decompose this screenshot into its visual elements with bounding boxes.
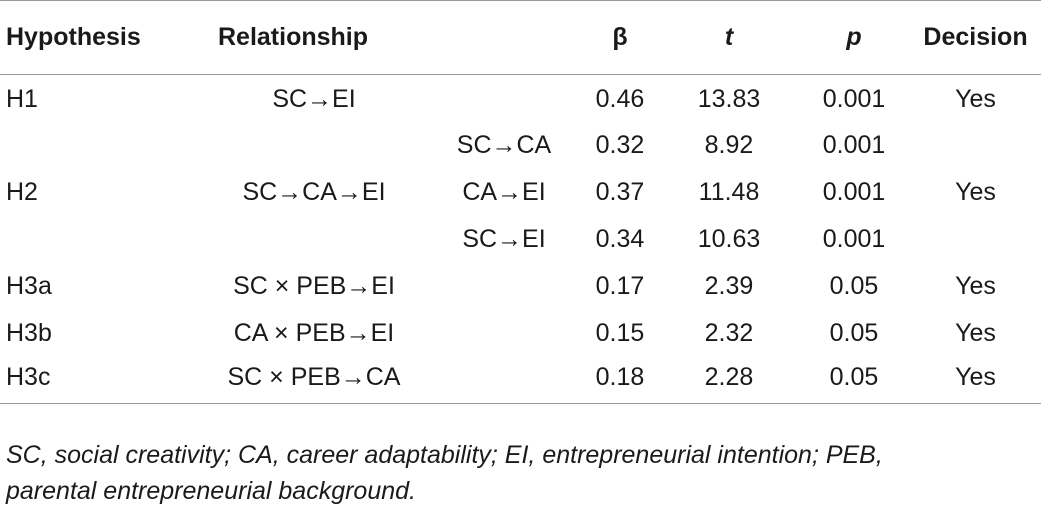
cell-beta: 0.15 bbox=[595, 318, 645, 347]
cell-decision: Yes bbox=[910, 356, 1041, 404]
cell-p: 0.05 bbox=[798, 356, 910, 404]
cell-t: 2.39 bbox=[704, 271, 754, 300]
cell-sub-path bbox=[428, 263, 580, 310]
cell-hypothesis: H3b bbox=[6, 318, 52, 347]
cell-relationship bbox=[200, 122, 428, 169]
cell-relationship: SC × PEB→CA bbox=[200, 356, 428, 404]
cell-relationship: SC × PEB→EI bbox=[233, 271, 395, 300]
table-row: H1 SC→EI 0.46 13.83 0.001 Yes bbox=[0, 75, 1041, 122]
header-t: t bbox=[660, 0, 798, 75]
cell-t: 8.92 bbox=[704, 130, 754, 159]
cell-beta: 0.46 bbox=[595, 84, 645, 113]
cell-p: 0.05 bbox=[829, 271, 879, 300]
cell-t: 11.48 bbox=[698, 177, 760, 206]
cell-relationship bbox=[200, 216, 428, 263]
cell-t: 2.32 bbox=[704, 318, 754, 347]
cell-p: 0.05 bbox=[829, 318, 879, 347]
cell-decision: Yes bbox=[955, 318, 996, 347]
cell-sub-path: CA→EI bbox=[462, 177, 546, 206]
cell-decision bbox=[910, 216, 1041, 263]
header-hypothesis: Hypothesis bbox=[0, 0, 200, 75]
cell-sub-path bbox=[428, 75, 580, 122]
header-relationship: Relationship bbox=[200, 0, 428, 75]
table-row: H3c SC × PEB→CA 0.18 2.28 0.05 Yes bbox=[0, 356, 1041, 404]
header-row: Hypothesis Relationship β t p Decision bbox=[0, 0, 1041, 75]
cell-hypothesis: H2 bbox=[6, 177, 38, 206]
table-row: H2 SC→CA→EI CA→EI 0.37 11.48 0.001 Yes bbox=[0, 169, 1041, 216]
cell-hypothesis: H3a bbox=[6, 271, 52, 300]
cell-beta: 0.37 bbox=[595, 177, 645, 206]
cell-beta: 0.34 bbox=[595, 224, 645, 253]
cell-p: 0.001 bbox=[822, 84, 886, 113]
cell-sub-path: SC→EI bbox=[462, 224, 546, 253]
cell-sub-path bbox=[428, 310, 580, 357]
cell-sub-path: SC→CA bbox=[456, 130, 552, 159]
cell-hypothesis bbox=[0, 122, 200, 169]
cell-hypothesis bbox=[0, 216, 200, 263]
cell-decision bbox=[910, 122, 1041, 169]
table-row: SC→CA 0.32 8.92 0.001 bbox=[0, 122, 1041, 169]
table-row: H3a SC × PEB→EI 0.17 2.39 0.05 Yes bbox=[0, 263, 1041, 310]
cell-t: 10.63 bbox=[697, 224, 761, 253]
cell-relationship: SC→EI bbox=[272, 84, 356, 113]
cell-p: 0.001 bbox=[822, 224, 886, 253]
cell-t: 2.28 bbox=[660, 356, 798, 404]
header-beta: β bbox=[580, 0, 660, 75]
header-sub-path bbox=[428, 0, 580, 75]
cell-beta: 0.18 bbox=[580, 356, 660, 404]
cell-relationship: CA × PEB→EI bbox=[233, 318, 395, 347]
cell-hypothesis: H1 bbox=[6, 84, 38, 113]
hypothesis-results-table: Hypothesis Relationship β t p Decision H… bbox=[0, 0, 1041, 404]
cell-t: 13.83 bbox=[697, 84, 761, 113]
table-footnote: SC, social creativity; CA, career adapta… bbox=[6, 437, 1036, 509]
cell-p: 0.001 bbox=[822, 130, 886, 159]
footnote-line: SC, social creativity; CA, career adapta… bbox=[6, 441, 883, 469]
table-row: SC→EI 0.34 10.63 0.001 bbox=[0, 216, 1041, 263]
cell-hypothesis: H3c bbox=[0, 356, 200, 404]
footnote-line: parental entrepreneurial background. bbox=[6, 477, 416, 505]
table-row: H3b CA × PEB→EI 0.15 2.32 0.05 Yes bbox=[0, 310, 1041, 357]
cell-decision: Yes bbox=[955, 177, 996, 206]
cell-beta: 0.17 bbox=[595, 271, 645, 300]
cell-beta: 0.32 bbox=[595, 130, 645, 159]
cell-sub-path bbox=[428, 356, 580, 404]
cell-decision: Yes bbox=[955, 271, 996, 300]
header-p: p bbox=[798, 0, 910, 75]
header-decision: Decision bbox=[910, 0, 1041, 75]
cell-p: 0.001 bbox=[822, 177, 886, 206]
cell-relationship: SC→CA→EI bbox=[242, 177, 386, 206]
cell-decision: Yes bbox=[955, 84, 996, 113]
